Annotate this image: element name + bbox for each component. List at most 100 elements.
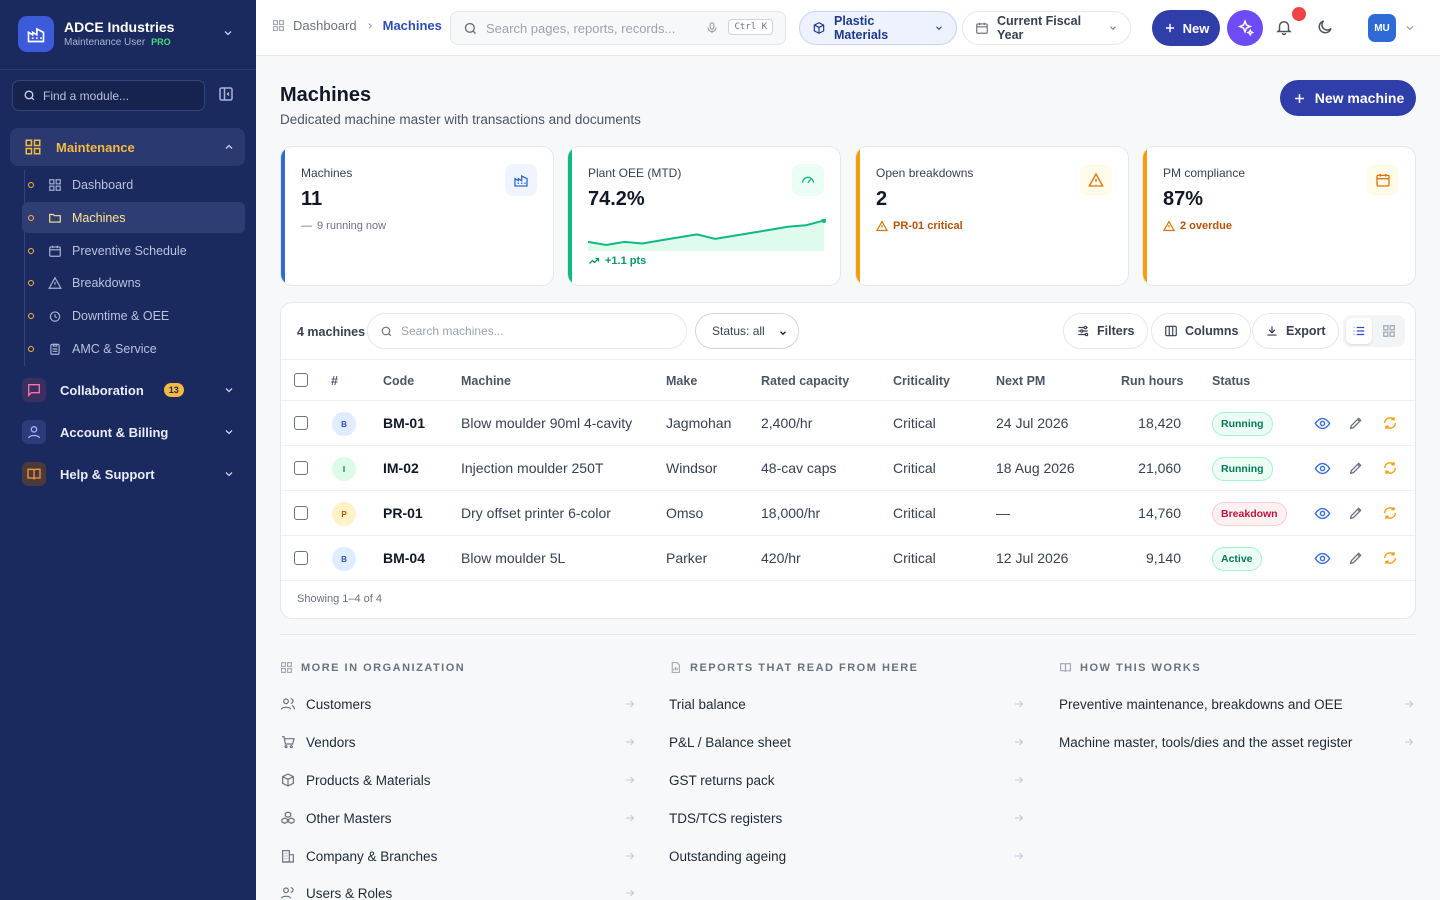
microphone-icon[interactable] — [705, 21, 719, 35]
cell-code[interactable]: PR-01 — [383, 505, 423, 521]
column-header-run-hours[interactable]: Run hours — [1121, 374, 1184, 388]
cell-code[interactable]: BM-01 — [383, 415, 426, 431]
notification-badge: 13 — [163, 383, 184, 397]
avatar[interactable]: MU — [1368, 14, 1396, 42]
column-header-machine[interactable]: Machine — [461, 374, 512, 388]
cell-run-hours: 9,140 — [1145, 550, 1181, 566]
filters-label: Filters — [1097, 324, 1135, 338]
org-switcher[interactable]: ADCE Industries Maintenance User PRO — [18, 16, 238, 54]
column-header-code[interactable]: Code — [383, 374, 415, 388]
column-header-capacity[interactable]: Rated capacity — [761, 374, 850, 388]
link-outstanding-ageing[interactable]: Outstanding ageing — [669, 844, 1025, 868]
list-view-icon[interactable] — [1346, 318, 1372, 344]
kpi-card-breakdowns[interactable]: Open breakdowns 2 PR-01 critical — [855, 146, 1129, 286]
eye-icon[interactable] — [1314, 505, 1331, 522]
sidebar-group-collaboration[interactable]: Collaboration 13 — [10, 371, 245, 409]
column-header-make[interactable]: Make — [666, 374, 698, 388]
column-header-criticality[interactable]: Criticality — [893, 374, 950, 388]
row-checkbox[interactable] — [294, 416, 308, 430]
export-button[interactable]: Export — [1252, 313, 1339, 349]
eye-icon[interactable] — [1314, 460, 1331, 477]
collapse-sidebar-icon[interactable] — [217, 85, 235, 103]
row-checkbox[interactable] — [294, 506, 308, 520]
breadcrumb-dashboard[interactable]: Dashboard — [293, 18, 357, 33]
table-row[interactable]: B BM-04 Blow moulder 5L Parker 420/hr Cr… — [281, 536, 1415, 581]
sidebar-item-amc-service[interactable]: AMC & Service — [22, 333, 245, 364]
bell-icon[interactable] — [1275, 18, 1293, 36]
refresh-icon[interactable] — [1382, 550, 1398, 566]
new-button[interactable]: New — [1152, 10, 1220, 46]
link-users-roles[interactable]: Users & Roles — [280, 881, 636, 900]
sidebar-item-preventive-schedule[interactable]: Preventive Schedule — [22, 235, 245, 266]
select-all-checkbox[interactable] — [294, 373, 308, 387]
table-row[interactable]: I IM-02 Injection moulder 250T Windsor 4… — [281, 446, 1415, 491]
grid-view-icon[interactable] — [1376, 318, 1402, 344]
topbar: Dashboard Machines Search pages, reports… — [256, 0, 1440, 56]
link-tds-tcs-registers[interactable]: TDS/TCS registers — [669, 806, 1025, 830]
pencil-icon[interactable] — [1348, 415, 1364, 431]
link-how-machine-master[interactable]: Machine master, tools/dies and the asset… — [1059, 730, 1415, 754]
period-selector[interactable]: Current Fiscal Year — [962, 11, 1131, 45]
kpi-card-pm-compliance[interactable]: PM compliance 87% 2 overdue — [1142, 146, 1416, 286]
user-icon — [22, 420, 46, 444]
machine-search-input[interactable]: Search machines... — [367, 313, 687, 349]
pencil-icon[interactable] — [1348, 550, 1364, 566]
link-pl-balance-sheet[interactable]: P&L / Balance sheet — [669, 730, 1025, 754]
cell-code[interactable]: IM-02 — [383, 460, 419, 476]
chevron-down-icon[interactable] — [1404, 22, 1416, 34]
status-filter-select[interactable]: Status: all — [695, 313, 799, 349]
sidebar-item-downtime-oee[interactable]: Downtime & OEE — [22, 300, 245, 331]
cell-capacity: 2,400/hr — [761, 415, 813, 431]
sidebar-group-maintenance[interactable]: Maintenance — [10, 128, 245, 166]
eye-icon[interactable] — [1314, 550, 1331, 567]
arrow-right-icon — [1403, 736, 1415, 748]
link-other-masters[interactable]: Other Masters — [280, 806, 636, 830]
kpi-card-oee[interactable]: Plant OEE (MTD) 74.2% +1.1 pts — [567, 146, 841, 286]
refresh-icon[interactable] — [1382, 460, 1398, 476]
material-selector[interactable]: Plastic Materials — [799, 11, 957, 45]
columns-button[interactable]: Columns — [1151, 313, 1252, 349]
refresh-icon[interactable] — [1382, 505, 1398, 521]
pencil-icon[interactable] — [1348, 460, 1364, 476]
view-toggle — [1343, 315, 1405, 347]
section-title-reports: REPORTS THAT READ FROM HERE — [669, 661, 919, 674]
cell-run-hours: 14,760 — [1138, 505, 1181, 521]
sidebar-group-account-billing[interactable]: Account & Billing — [10, 413, 245, 451]
new-machine-button[interactable]: New machine — [1280, 80, 1416, 116]
global-search-input[interactable]: Search pages, reports, records... Ctrl K — [450, 11, 786, 45]
link-how-pm-oee[interactable]: Preventive maintenance, breakdowns and O… — [1059, 692, 1415, 716]
sidebar-item-machines[interactable]: Machines — [22, 202, 245, 233]
machine-search-placeholder: Search machines... — [401, 324, 504, 338]
column-header-next-pm[interactable]: Next PM — [996, 374, 1046, 388]
row-checkbox[interactable] — [294, 551, 308, 565]
bullet — [28, 279, 34, 286]
link-gst-returns[interactable]: GST returns pack — [669, 768, 1025, 792]
sidebar-item-dashboard[interactable]: Dashboard — [22, 169, 245, 200]
box-icon — [812, 21, 826, 35]
table-row[interactable]: P PR-01 Dry offset printer 6-color Omso … — [281, 491, 1415, 536]
sidebar-item-breakdowns[interactable]: Breakdowns — [22, 267, 245, 298]
cell-machine: Injection moulder 250T — [461, 460, 604, 476]
link-company-branches[interactable]: Company & Branches — [280, 844, 636, 868]
sidebar-item-label: Downtime & OEE — [72, 308, 170, 323]
row-checkbox[interactable] — [294, 461, 308, 475]
eye-icon[interactable] — [1314, 415, 1331, 432]
table-row[interactable]: B BM-01 Blow moulder 90ml 4-cavity Jagmo… — [281, 401, 1415, 446]
filters-button[interactable]: Filters — [1063, 313, 1148, 349]
link-customers[interactable]: Customers — [280, 692, 636, 716]
link-products-materials[interactable]: Products & Materials — [280, 768, 636, 792]
moon-icon[interactable] — [1316, 18, 1334, 36]
ai-assistant-button[interactable] — [1227, 10, 1263, 46]
link-vendors[interactable]: Vendors — [280, 730, 636, 754]
sidebar-item-label: AMC & Service — [72, 341, 157, 356]
column-header-status[interactable]: Status — [1212, 374, 1251, 388]
pencil-icon[interactable] — [1348, 505, 1364, 521]
sidebar-group-help-support[interactable]: Help & Support — [10, 455, 245, 493]
clipboard-icon — [48, 342, 62, 356]
module-search-input[interactable]: Find a module... — [12, 80, 205, 111]
link-trial-balance[interactable]: Trial balance — [669, 692, 1025, 716]
refresh-icon[interactable] — [1382, 415, 1398, 431]
kpi-card-machines[interactable]: Machines 11 —9 running now — [280, 146, 554, 286]
sidebar-item-label: Breakdowns — [72, 275, 141, 290]
cell-code[interactable]: BM-04 — [383, 550, 426, 566]
